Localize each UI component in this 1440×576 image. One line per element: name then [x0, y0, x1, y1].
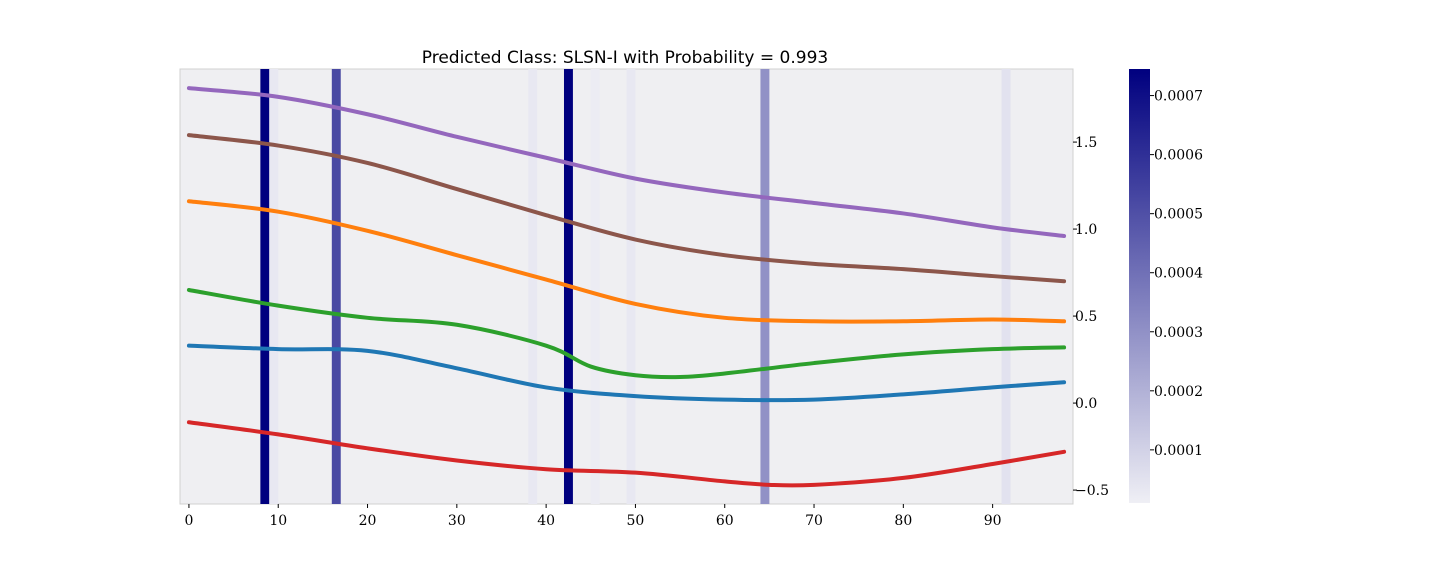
attention-band-1: [269, 69, 279, 504]
colorbar-gradient: [1129, 69, 1150, 503]
chart-title: Predicted Class: SLSN-I with Probability…: [422, 48, 828, 68]
x-axis: 0 10 20 30 40 50 60 70 80 90: [184, 504, 1002, 529]
colorbar-tick-label: 0.0007: [1154, 89, 1203, 105]
y-tick-label: 0.5: [1075, 309, 1097, 325]
series-line-3: [186, 287, 1067, 380]
series-line-4: [186, 343, 1067, 403]
series-line-2: [186, 199, 1067, 324]
attention-band-2: [331, 69, 341, 504]
y-tick-label: −0.5: [1075, 483, 1109, 499]
attention-band-7: [760, 69, 770, 504]
x-tick-label: 50: [627, 513, 645, 529]
x-tick-label: 70: [805, 513, 823, 529]
colorbar-tick-label: 0.0003: [1154, 325, 1203, 341]
x-tick-label: 40: [537, 513, 555, 529]
attention-band-3: [528, 69, 538, 504]
y-tick-label: 1.0: [1075, 222, 1097, 238]
attention-band-6: [626, 69, 636, 504]
series-line-5: [186, 420, 1067, 488]
y-tick-label: 0.0: [1075, 396, 1097, 412]
colorbar-tick-label: 0.0004: [1154, 266, 1203, 282]
x-tick-label: 0: [184, 513, 193, 529]
x-tick-label: 20: [359, 513, 377, 529]
plot-area: [179, 68, 1074, 505]
attention-band-5: [590, 69, 600, 504]
y-axis: −0.5 0.0 0.5 1.0 1.5: [1073, 135, 1109, 499]
series-line-0: [186, 86, 1067, 239]
x-tick-label: 60: [716, 513, 734, 529]
colorbar-tick-label: 0.0005: [1154, 207, 1203, 223]
colorbar-tick-label: 0.0001: [1154, 443, 1203, 459]
x-tick-label: 90: [984, 513, 1002, 529]
x-tick-label: 80: [894, 513, 912, 529]
x-tick-label: 30: [448, 513, 466, 529]
series-line-1: [186, 133, 1067, 284]
x-tick-label: 10: [269, 513, 287, 529]
y-tick-label: 1.5: [1075, 135, 1097, 151]
colorbar-tick-label: 0.0006: [1154, 148, 1203, 164]
colorbar: 0.0001 0.0002 0.0003 0.0004 0.0005 0.0006 0.00…: [1129, 69, 1203, 503]
colorbar-tick-label: 0.0002: [1154, 384, 1203, 400]
attention-band-8: [1001, 69, 1011, 504]
attention-band-0: [260, 69, 270, 504]
